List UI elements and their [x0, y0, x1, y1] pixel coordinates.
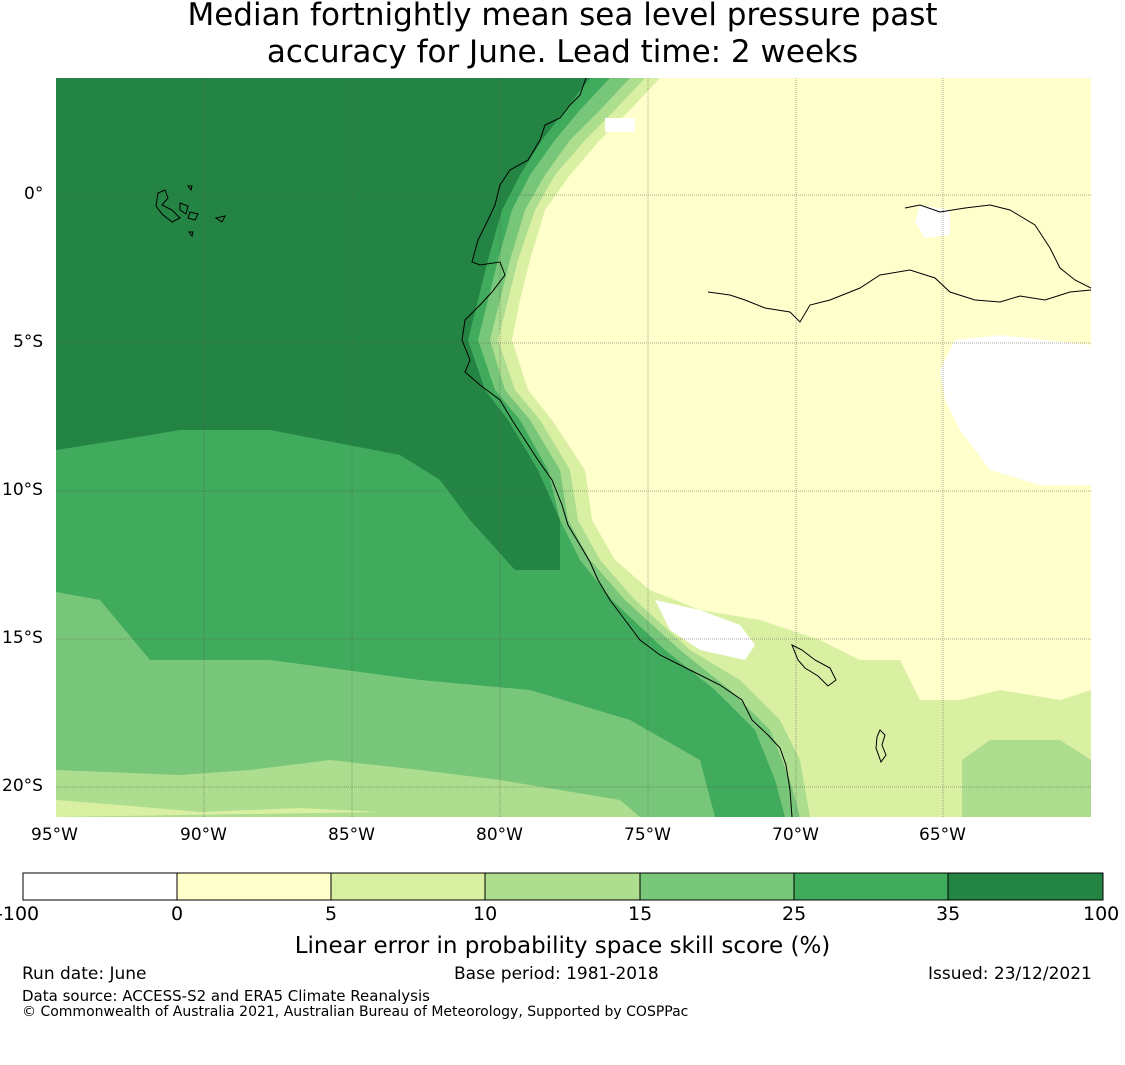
colorbar-tick-label: 25 [782, 903, 807, 925]
gridlines [56, 78, 1091, 817]
lat-tick-label: 0° [24, 184, 44, 204]
lon-tick-label: 70°W [772, 825, 819, 845]
skill-band-negative-amazon [915, 205, 950, 238]
skill-band-35-100 [56, 78, 590, 570]
skill-band-5-10-sw [56, 800, 380, 817]
colorbar-tick-label: 10 [473, 903, 498, 925]
colorbar-tick-label: 15 [628, 903, 653, 925]
lat-tick-label: 10°S [2, 480, 43, 500]
lon-tick-label: 85°W [328, 825, 375, 845]
skill-band-negative-east [940, 335, 1091, 485]
colorbar-swatch-0-5 [177, 873, 331, 900]
amazon-river-north [904, 204, 1091, 289]
run-date: Run date: June [22, 964, 147, 984]
lon-tick-label: 65°W [919, 825, 966, 845]
base-period: Base period: 1981-2018 [454, 964, 659, 984]
skill-band-10-15-sw [56, 760, 640, 817]
skill-band-15-25-sw [56, 592, 715, 817]
colorbar-swatch-15-25 [640, 873, 794, 900]
colorbar-tick-label: 0 [171, 903, 184, 925]
lat-tick-label: 5°S [13, 332, 44, 352]
colorbar-tick-label: 100 [1083, 903, 1120, 925]
chart-title-line-2: accuracy for June. Lead time: 2 weeks [266, 34, 859, 70]
lat-tick-label: 20°S [2, 776, 43, 796]
colorbar-label: Linear error in probability space skill … [294, 933, 831, 959]
colorbar-tick-label: 5 [325, 903, 338, 925]
copyright: © Commonwealth of Australia 2021, Austra… [22, 1004, 689, 1020]
lake-poopo [875, 729, 887, 764]
lon-tick-label: 95°W [31, 825, 78, 845]
chart-title-line-1: Median fortnightly mean sea level pressu… [187, 0, 938, 33]
lat-tick-label: 15°S [2, 628, 43, 648]
colorbar-swatch-25-35 [794, 873, 948, 900]
galapagos-islands [155, 185, 226, 238]
skill-band-10-15-east [962, 740, 1091, 817]
skill-band-negative-north [605, 118, 635, 132]
issued-date: Issued: 23/12/2021 [928, 964, 1092, 984]
amazon-river [707, 269, 1091, 323]
map-area [56, 78, 1091, 817]
lon-tick-label: 80°W [476, 825, 523, 845]
colorbar-swatch-negative [23, 873, 177, 900]
colorbar-tick-label: 35 [936, 903, 961, 925]
data-source: Data source: ACCESS-S2 and ERA5 Climate … [22, 987, 430, 1005]
colorbar-swatch-10-15 [485, 873, 640, 900]
colorbar-swatch-5-10 [331, 873, 485, 900]
skill-band-negative-coast [655, 600, 755, 660]
coastline [461, 78, 793, 817]
colorbar-tick-label: -100 [0, 903, 40, 925]
lake-titicaca [791, 643, 837, 687]
lon-tick-label: 90°W [180, 825, 227, 845]
colorbar [22, 872, 1104, 901]
lon-tick-label: 75°W [624, 825, 671, 845]
colorbar-swatch-35-100 [948, 873, 1103, 900]
